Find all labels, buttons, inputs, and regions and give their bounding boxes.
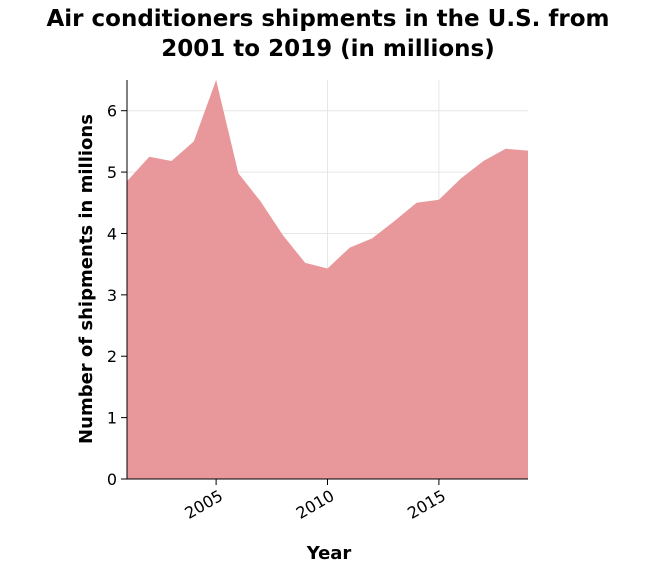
x-tick-label: 2015 — [404, 486, 449, 523]
chart-title: Air conditioners shipments in the U.S. f… — [0, 4, 656, 64]
y-tick-label: 2 — [107, 347, 117, 366]
y-axis-title: Number of shipments in millions — [76, 114, 97, 444]
area-fill — [127, 80, 528, 479]
y-tick-label: 6 — [107, 102, 117, 121]
y-tick-label: 3 — [107, 286, 117, 305]
chart-title-line-2: 2001 to 2019 (in millions) — [161, 36, 495, 62]
y-tick-label: 0 — [107, 470, 117, 489]
y-tick-label: 1 — [107, 409, 117, 428]
x-tick-label: 2005 — [181, 486, 226, 523]
x-axis-title: Year — [306, 543, 352, 564]
chart-title-line-1: Air conditioners shipments in the U.S. f… — [46, 6, 610, 32]
area-series — [127, 80, 528, 479]
x-tick-label: 2010 — [293, 486, 338, 523]
axes — [121, 80, 528, 485]
y-tick-label: 5 — [107, 163, 117, 182]
y-tick-label: 4 — [107, 224, 117, 243]
